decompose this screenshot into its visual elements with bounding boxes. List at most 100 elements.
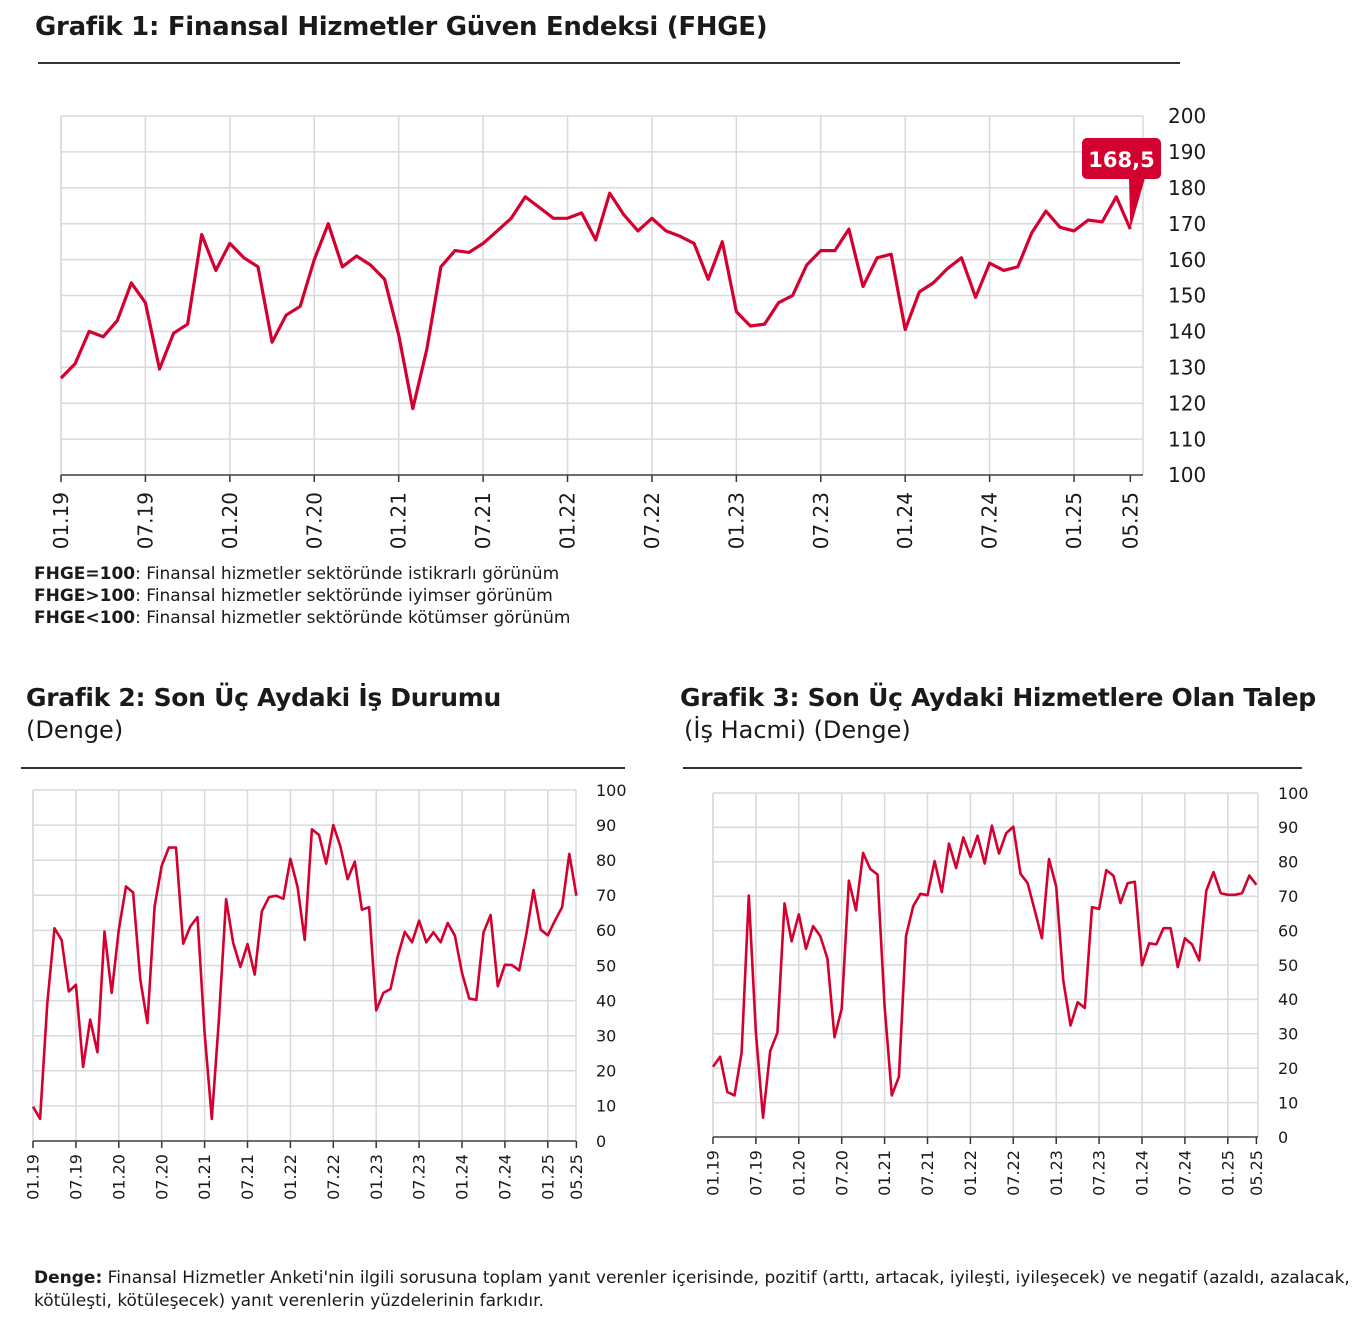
chart1-xtick-label: 01.20 xyxy=(218,492,242,549)
chart3-xtick-label: 05.25 xyxy=(1247,1150,1266,1196)
chart2-series-line xyxy=(31,823,578,1121)
chart1-series-line xyxy=(59,191,1132,411)
chart1-note-3: FHGE<100: Finansal hizmetler sektöründe … xyxy=(34,607,570,629)
chart3-xtick-label: 01.19 xyxy=(704,1150,723,1196)
chart1-callout-pointer xyxy=(1129,178,1145,230)
chart3-xtick-label: 01.25 xyxy=(1218,1150,1237,1196)
chart1-title-rule xyxy=(38,62,1180,64)
chart2-ytick-label: 50 xyxy=(596,956,616,975)
chart1-svg-group: 100 110 120 130 140 150 160 170 180 190 200 01.19 07… xyxy=(49,104,1206,549)
chart2-subtitle: (Denge) xyxy=(26,716,124,744)
chart1-xtick-label: 01.22 xyxy=(556,492,580,549)
chart3-xtick-label: 07.22 xyxy=(1004,1150,1023,1196)
chart1-title: Grafik 1: Finansal Hizmetler Güven Endek… xyxy=(35,12,768,42)
note-text: : Finansal hizmetler sektöründe kötümser… xyxy=(135,608,571,628)
note-key: FHGE=100 xyxy=(34,564,136,584)
chart2-xtick-label: 07.22 xyxy=(324,1154,343,1200)
chart3-ytick-label: 70 xyxy=(1278,887,1298,906)
chart1-xtick-label: 07.20 xyxy=(302,492,326,549)
chart2-ytick-label: 60 xyxy=(596,921,616,940)
chart3-ytick-label: 90 xyxy=(1278,818,1298,837)
chart3-xtick-label: 01.23 xyxy=(1047,1150,1066,1196)
chart2-xtick-label: 07.19 xyxy=(67,1154,86,1200)
chart2-xtick-label: 07.23 xyxy=(410,1154,429,1200)
chart1-ytick-label: 110 xyxy=(1168,427,1206,451)
chart3-ytick-label: 50 xyxy=(1278,956,1298,975)
chart2-ytick-label: 20 xyxy=(596,1062,616,1081)
chart2-xtick-label: 01.22 xyxy=(281,1154,300,1200)
chart3-svg-group: 0 10 20 30 40 50 60 70 80 90 100 01.19 07.19 01.20 07.… xyxy=(704,784,1309,1196)
chart3-subtitle: (İş Hacmi) (Denge) xyxy=(684,716,911,744)
chart2-xtick-label: 01.25 xyxy=(538,1154,557,1200)
chart1-xtick-label: 01.23 xyxy=(724,492,748,549)
chart1-ytick-label: 120 xyxy=(1168,391,1206,415)
chart1-note-1: FHGE=100: Finansal hizmetler sektöründe … xyxy=(34,563,559,585)
chart2-xtick-label: 07.21 xyxy=(238,1154,257,1200)
note-key: FHGE<100 xyxy=(34,608,136,628)
chart2-xtick-label: 01.21 xyxy=(195,1154,214,1200)
chart1-xtick-label: 07.21 xyxy=(471,492,495,549)
chart1-callout-box xyxy=(1082,138,1161,179)
chart3-ytick-label: 10 xyxy=(1278,1093,1298,1112)
chart3-xtick-label: 01.21 xyxy=(875,1150,894,1196)
chart2-ytick-label: 100 xyxy=(596,781,627,800)
chart3-xtick-label: 07.19 xyxy=(747,1150,766,1196)
chart1-ytick-label: 200 xyxy=(1168,104,1206,128)
chart3-ytick-label: 60 xyxy=(1278,921,1298,940)
chart3-ytick-label: 20 xyxy=(1278,1059,1298,1078)
chart2-xtick-label: 01.24 xyxy=(453,1154,472,1200)
chart1-ytick-label: 160 xyxy=(1168,248,1206,272)
chart1-ytick-label: 100 xyxy=(1168,463,1206,487)
note-text: : Finansal hizmetler sektöründe istikrar… xyxy=(135,564,560,584)
chart2-xtick-label: 01.19 xyxy=(24,1154,43,1200)
chart3-xtick-label: 07.21 xyxy=(918,1150,937,1196)
chart1-ytick-label: 170 xyxy=(1168,212,1206,236)
chart1-ytick-label: 130 xyxy=(1168,356,1206,380)
chart2-xtick-label: 07.20 xyxy=(152,1154,171,1200)
chart2-ytick-label: 80 xyxy=(596,851,616,870)
chart2-ytick-label: 70 xyxy=(596,886,616,905)
chart3-ytick-label: 0 xyxy=(1278,1128,1288,1147)
chart1-xtick-label: 07.23 xyxy=(809,492,833,549)
chart1-xtick-label: 01.24 xyxy=(893,492,917,549)
chart3-ytick-label: 80 xyxy=(1278,853,1298,872)
chart1-xtick-label: 05.25 xyxy=(1118,492,1142,549)
chart3-ytick-label: 100 xyxy=(1278,784,1309,803)
chart1-ytick-label: 190 xyxy=(1168,140,1206,164)
chart2-ytick-label: 0 xyxy=(596,1132,606,1151)
chart3-ytick-label: 30 xyxy=(1278,1025,1298,1044)
chart1-ytick-label: 180 xyxy=(1168,176,1206,200)
chart3-xtick-label: 07.20 xyxy=(832,1150,851,1196)
chart3-xtick-label: 07.24 xyxy=(1176,1150,1195,1196)
note-key: FHGE>100 xyxy=(34,586,136,606)
chart1-xtick-label: 07.22 xyxy=(640,492,664,549)
footnote-key: Denge: xyxy=(34,1268,103,1288)
chart1-xtick-label: 07.19 xyxy=(133,492,157,549)
chart1-xtick-label: 01.21 xyxy=(387,492,411,549)
chart2-ytick-label: 40 xyxy=(596,991,616,1010)
chart3-title: Grafik 3: Son Üç Aydaki Hizmetlere Olan … xyxy=(680,683,1316,712)
chart1-callout-label: 168,5 xyxy=(1088,148,1154,172)
chart3-xtick-label: 07.23 xyxy=(1090,1150,1109,1196)
chart2-svg-group: 0 10 20 30 40 50 60 70 80 90 100 01.19 07.19 01.20 07.… xyxy=(24,781,627,1200)
chart2-ytick-label: 30 xyxy=(596,1026,616,1045)
chart3-title-rule xyxy=(683,767,1302,769)
footnote-text: Finansal Hizmetler Anketi'nin ilgili sor… xyxy=(34,1268,1350,1311)
chart3-xtick-label: 01.24 xyxy=(1133,1150,1152,1196)
footnote: Denge: Finansal Hizmetler Anketi'nin ilg… xyxy=(34,1267,1354,1313)
chart3-xtick-label: 01.22 xyxy=(961,1150,980,1196)
chart1-ytick-label: 150 xyxy=(1168,284,1206,308)
chart2-xtick-label: 07.24 xyxy=(496,1154,515,1200)
chart2-ytick-label: 90 xyxy=(596,816,616,835)
chart2-xtick-label: 05.25 xyxy=(567,1154,586,1200)
chart2-xtick-label: 01.20 xyxy=(109,1154,128,1200)
chart3-series-line xyxy=(711,824,1258,1119)
chart2-xtick-label: 01.23 xyxy=(367,1154,386,1200)
chart2-title-rule xyxy=(21,767,625,769)
chart1-xtick-label: 01.19 xyxy=(49,492,73,549)
chart3-ytick-label: 40 xyxy=(1278,990,1298,1009)
chart1-ytick-label: 140 xyxy=(1168,320,1206,344)
chart3-xtick-label: 01.20 xyxy=(789,1150,808,1196)
chart2-title: Grafik 2: Son Üç Aydaki İş Durumu xyxy=(26,683,502,712)
